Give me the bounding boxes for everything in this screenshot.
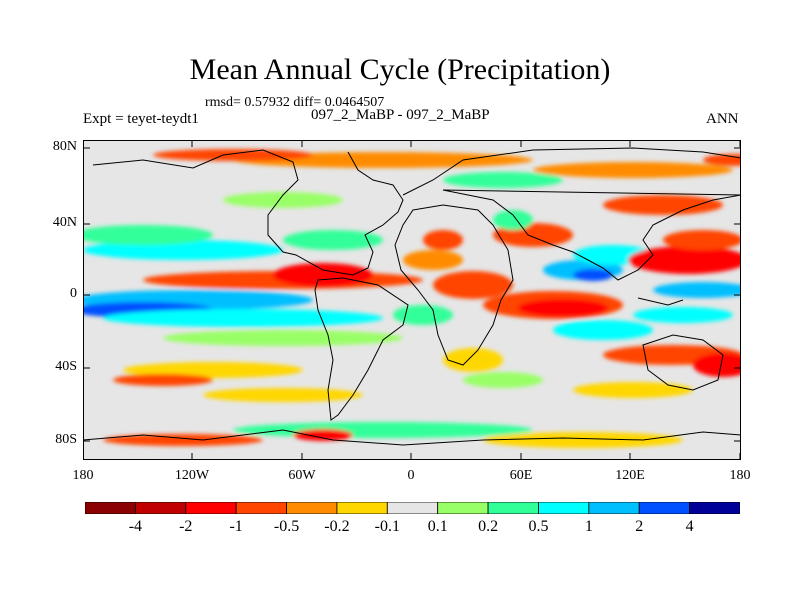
coastlines xyxy=(83,147,741,446)
colorbar-label: 1 xyxy=(584,518,593,535)
colorbar-swatch xyxy=(437,502,489,514)
x-tick-label: 180 xyxy=(72,468,94,483)
colorbar-swatch xyxy=(336,502,388,514)
x-tick-label: 60W xyxy=(288,468,316,483)
colorbar-label: -4 xyxy=(128,518,143,535)
x-tick-label: 120E xyxy=(615,468,645,483)
map-frame xyxy=(83,140,741,460)
colorbar-label: -0.2 xyxy=(324,518,350,535)
colorbar-label: 0.5 xyxy=(528,518,549,535)
colorbar xyxy=(85,502,740,514)
y-tick-label: 40N xyxy=(52,215,77,230)
precip-field xyxy=(83,149,741,448)
colorbar-swatch xyxy=(235,502,287,514)
colorbar-swatch xyxy=(386,502,439,514)
colorbar-label: -2 xyxy=(179,518,193,535)
x-tick-label: 120W xyxy=(174,468,210,483)
colorbar-swatch xyxy=(286,502,338,514)
y-tick-label: 0 xyxy=(70,286,77,301)
colorbar-swatch xyxy=(588,502,640,514)
y-tick-label: 80N xyxy=(52,139,77,154)
y-tick-label: 40S xyxy=(55,359,77,374)
map-title: Mean Annual Cycle (Precipitation) xyxy=(189,53,611,86)
precip-difference-map xyxy=(83,140,741,460)
x-tick-label: 180 xyxy=(729,468,751,483)
colorbar-swatch xyxy=(638,502,691,514)
colorbar-label: 2 xyxy=(635,518,644,535)
experiment-label: Expt = teyet-teydt1 xyxy=(83,111,199,127)
colorbar-swatch xyxy=(487,502,539,514)
colorbar-swatch xyxy=(185,502,237,514)
colorbar-label: -1 xyxy=(229,518,243,535)
runs-label: 097_2_MaBP - 097_2_MaBP xyxy=(311,107,490,123)
season-label: ANN xyxy=(706,111,739,127)
colorbar-label: 4 xyxy=(685,518,694,535)
y-tick-label: 80S xyxy=(55,432,77,447)
x-tick-label: 0 xyxy=(407,468,415,483)
axis-ticks xyxy=(83,140,741,460)
x-tick-label: 60E xyxy=(509,468,533,483)
colorbar-swatch xyxy=(85,502,136,514)
colorbar-label: 0.1 xyxy=(427,518,448,535)
colorbar-swatch xyxy=(134,502,187,514)
colorbar-label: -0.1 xyxy=(374,518,400,535)
colorbar-label: 0.2 xyxy=(478,518,499,535)
stats-line: rmsd= 0.57932 diff= 0.0464507 xyxy=(205,95,385,110)
colorbar-label: -0.5 xyxy=(273,518,300,535)
colorbar-swatch xyxy=(538,502,590,514)
colorbar-swatch xyxy=(689,502,740,514)
